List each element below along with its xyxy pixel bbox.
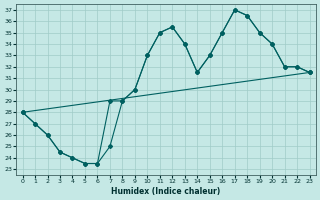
X-axis label: Humidex (Indice chaleur): Humidex (Indice chaleur)	[111, 187, 221, 196]
